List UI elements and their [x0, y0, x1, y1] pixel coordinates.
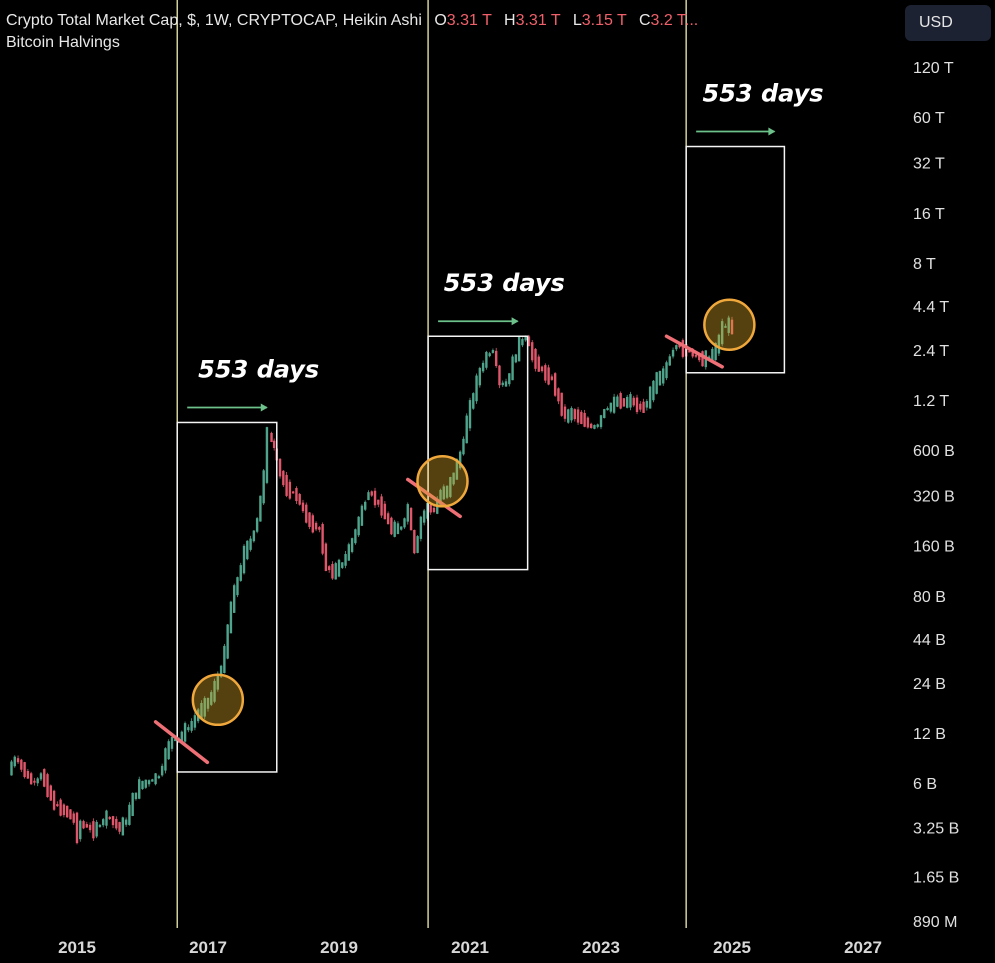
y-tick-label: 80 B	[913, 589, 946, 606]
x-tick-label: 2023	[582, 938, 620, 957]
y-tick-label: 600 B	[913, 443, 955, 460]
y-tick-label: 2.4 T	[913, 343, 949, 360]
ohlc-low-key: L	[572, 12, 582, 29]
y-tick-label: 3.25 B	[913, 820, 959, 837]
ohlc-low-value: 3.15 T	[581, 12, 627, 29]
ohlc-open-value: 3.31 T	[446, 12, 492, 29]
annotation-label: 553 days	[703, 80, 824, 108]
y-tick-label: 16 T	[913, 206, 945, 223]
annotation-label: 553 days	[198, 355, 319, 383]
ohlc-open-key: O	[434, 12, 447, 29]
y-tick-label: 60 T	[913, 110, 945, 127]
y-tick-label: 890 M	[913, 914, 957, 931]
x-tick-label: 2025	[713, 938, 751, 957]
y-tick-label: 1.65 B	[913, 869, 959, 886]
cycle-box	[427, 335, 529, 571]
y-tick-label: 4.4 T	[913, 299, 949, 316]
ohlc-close-key: C	[638, 12, 651, 29]
annotation-label: 553 days	[444, 269, 565, 297]
y-tick-label: 120 T	[913, 60, 954, 77]
highlight-circle	[191, 673, 245, 727]
ohlc-close-value: 3.2 T...	[650, 12, 699, 29]
highlight-circle	[703, 298, 756, 351]
y-tick-label: 6 B	[913, 776, 937, 793]
x-tick-label: 2015	[58, 938, 96, 957]
y-tick-label: 12 B	[913, 726, 946, 743]
y-axis: 120 T 60 T 32 T 16 T 8 T 4.4 T 2.4 T 1.2 T 600 B…	[913, 60, 959, 931]
x-axis: 2015 2017 2019 2021 2023 2025 2027	[58, 938, 882, 957]
x-tick-label: 2027	[844, 938, 882, 957]
y-tick-label: 24 B	[913, 676, 946, 693]
trendline	[664, 334, 724, 369]
x-tick-label: 2019	[320, 938, 358, 957]
indicator-name[interactable]: Bitcoin Halvings	[6, 34, 120, 51]
y-tick-label: 320 B	[913, 489, 955, 506]
overlays: 553 days 553 days 553 days	[153, 80, 824, 773]
candle-up	[174, 739, 177, 742]
x-tick-label: 2021	[451, 938, 489, 957]
currency-button[interactable]: USD	[905, 5, 991, 41]
cycle-box	[176, 421, 278, 773]
arrow-head	[260, 403, 268, 412]
ohlc-high-value: 3.31 T	[515, 12, 561, 29]
candles	[10, 315, 734, 845]
y-tick-label: 1.2 T	[913, 393, 949, 410]
y-tick-label: 8 T	[913, 256, 936, 273]
x-tick-label: 2017	[189, 938, 227, 957]
trendline	[406, 477, 462, 519]
y-tick-label: 32 T	[913, 156, 945, 173]
y-tick-label: 160 B	[913, 539, 955, 556]
trendline	[153, 720, 210, 765]
symbol-title[interactable]: Crypto Total Market Cap, $, 1W, CRYPTOCA…	[6, 12, 422, 29]
arrow-head	[768, 127, 776, 136]
cycle-box	[685, 145, 786, 374]
ohlc-high-key: H	[504, 12, 516, 29]
chart-legend: Crypto Total Market Cap, $, 1W, CRYPTOCA…	[6, 10, 698, 54]
arrow-head	[511, 317, 519, 326]
highlight-circle	[416, 455, 469, 508]
legend-row-main: Crypto Total Market Cap, $, 1W, CRYPTOCA…	[6, 10, 698, 32]
y-tick-label: 44 B	[913, 632, 946, 649]
